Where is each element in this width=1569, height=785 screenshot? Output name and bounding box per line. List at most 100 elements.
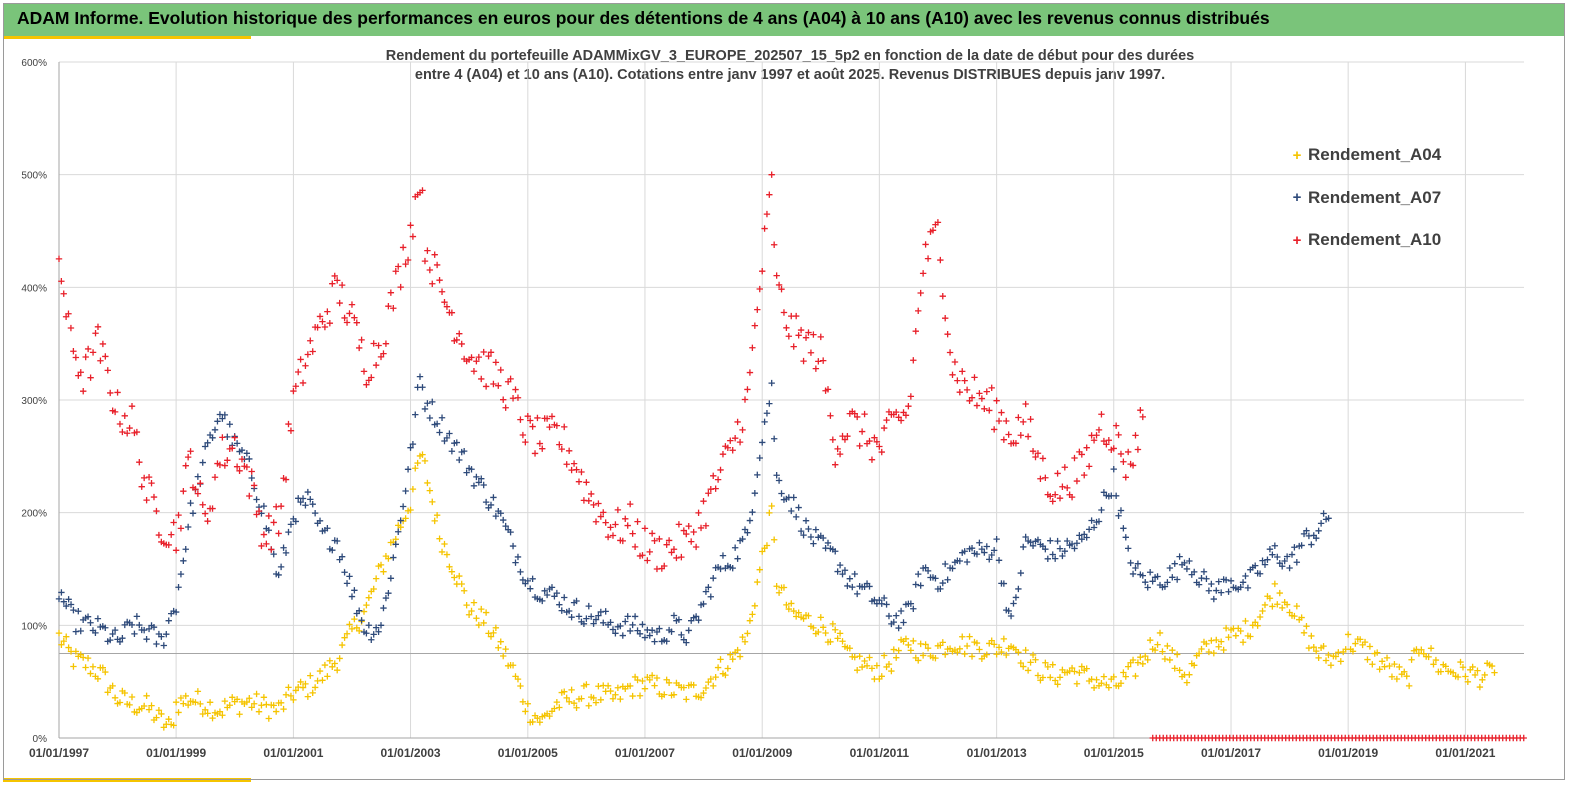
rendement-a07-point	[1171, 560, 1178, 567]
rendement-a10-point	[1061, 464, 1069, 471]
rendement-a07-point	[1259, 557, 1266, 564]
rendement-a10-point	[346, 310, 353, 317]
rendement-a10-point	[607, 524, 614, 531]
rendement-a10-point	[148, 479, 155, 487]
rendement-a04-point	[1305, 644, 1313, 652]
rendement-a07-point	[1203, 575, 1210, 582]
rendement-a07-point	[824, 539, 832, 547]
rendement-a10-point	[759, 267, 766, 275]
rendement-a07-point	[351, 587, 358, 594]
rendement-a04-point	[788, 600, 795, 607]
rendement-a04-point	[1274, 601, 1281, 608]
rendement-a04-point	[1332, 653, 1340, 660]
rendement-a07-point	[1169, 574, 1176, 581]
rendement-a04-point	[817, 614, 824, 621]
rendement-a07-point	[478, 475, 485, 482]
rendement-a04-point	[1476, 683, 1484, 691]
rendement-a10-point	[597, 513, 605, 520]
rendement-a07-point	[1029, 542, 1037, 549]
rendement-a07-point	[878, 600, 885, 607]
rendement-a10-point	[780, 309, 788, 316]
rendement-a04-point	[670, 691, 678, 698]
rendement-a07-point	[775, 477, 783, 484]
rendement-a10-point	[99, 340, 107, 348]
rendement-a10-point	[978, 395, 986, 402]
rendement-a10-point	[536, 440, 544, 447]
rendement-a10-point	[263, 540, 270, 548]
rendement-a07-point	[1266, 545, 1274, 553]
rendement-a04-point	[1325, 651, 1332, 659]
rendement-a07-point	[1317, 520, 1325, 527]
rendement-a07-point	[1315, 527, 1322, 535]
y-tick-label: 400%	[21, 283, 47, 294]
rendement-a04-point	[497, 638, 504, 645]
rendement-a10-point	[224, 457, 231, 464]
x-tick-label: 01/01/2005	[498, 746, 558, 760]
rendement-a04-point	[1286, 609, 1293, 616]
rendement-a04-point	[1017, 659, 1024, 667]
rendement-a07-point	[807, 533, 815, 541]
rendement-a10-point	[448, 309, 456, 316]
rendement-a10-point	[1073, 477, 1081, 485]
rendement-a10-point	[734, 418, 741, 426]
rendement-a04-point	[639, 677, 646, 685]
rendement-a07-point	[575, 613, 583, 620]
rendement-a10-point	[377, 353, 385, 361]
rendement-a04-point	[1173, 651, 1181, 658]
rendement-a10-point	[600, 509, 607, 516]
rendement-a04-point	[468, 607, 475, 615]
rendement-a10-point	[1100, 437, 1108, 445]
rendement-a07-point	[343, 580, 351, 587]
rendement-a10-point	[631, 543, 639, 551]
rendement-a07-point	[368, 636, 375, 643]
rendement-a04-point	[158, 710, 165, 718]
rendement-a07-point	[1227, 577, 1235, 585]
rendement-a04-point	[302, 680, 309, 688]
rendement-a07-point	[646, 632, 653, 639]
rendement-a04-point	[99, 664, 107, 671]
rendement-a10-point	[258, 542, 265, 550]
rendement-a07-point	[981, 549, 988, 556]
rendement-a04-point	[116, 699, 124, 706]
rendement-a04-point	[451, 574, 458, 581]
rendement-a04-point	[94, 675, 102, 683]
rendement-a10-point	[988, 384, 995, 392]
rendement-a10-point	[790, 343, 797, 350]
rendement-a10-point	[297, 356, 304, 363]
x-tick-label: 01/01/1999	[146, 746, 206, 760]
rendement-a10-point	[961, 377, 968, 384]
rendement-a07-point	[656, 625, 663, 632]
rendement-a07-point	[751, 489, 759, 497]
rendement-a10-point	[177, 525, 185, 532]
rendement-a04-point	[336, 655, 343, 662]
rendement-a07-point	[128, 621, 136, 629]
rendement-a04-point	[1300, 629, 1308, 637]
rendement-a07-point	[1088, 517, 1095, 524]
rendement-a07-point	[92, 629, 99, 637]
rendement-a10-point	[351, 314, 358, 321]
rendement-a07-point	[204, 439, 211, 447]
rendement-a04-point	[1171, 665, 1178, 672]
rendement-a10-point	[561, 423, 568, 431]
rendement-a04-point	[810, 624, 817, 632]
y-tick-label: 300%	[21, 396, 47, 407]
rendement-a07-point	[475, 479, 483, 486]
rendement-a04-point	[895, 647, 902, 654]
rendement-a10-point	[287, 427, 295, 434]
rendement-a07-point	[201, 443, 209, 450]
rendement-a10-point	[697, 524, 705, 532]
rendement-a10-point	[502, 404, 509, 411]
rendement-a10-point	[695, 509, 702, 517]
rendement-a07-point	[558, 607, 565, 614]
rendement-a04-point	[1313, 647, 1320, 655]
rendement-a07-point	[944, 576, 951, 583]
rendement-a04-point	[280, 705, 287, 713]
rendement-a07-point	[412, 411, 419, 418]
rendement-a07-point	[1059, 552, 1066, 560]
rendement-a10-point	[1047, 493, 1054, 500]
rendement-a04-point	[1237, 627, 1244, 635]
rendement-a04-point	[1186, 671, 1193, 678]
rendement-a04-point	[932, 654, 939, 662]
rendement-a07-point	[668, 628, 675, 635]
rendement-a10-point	[380, 350, 387, 357]
